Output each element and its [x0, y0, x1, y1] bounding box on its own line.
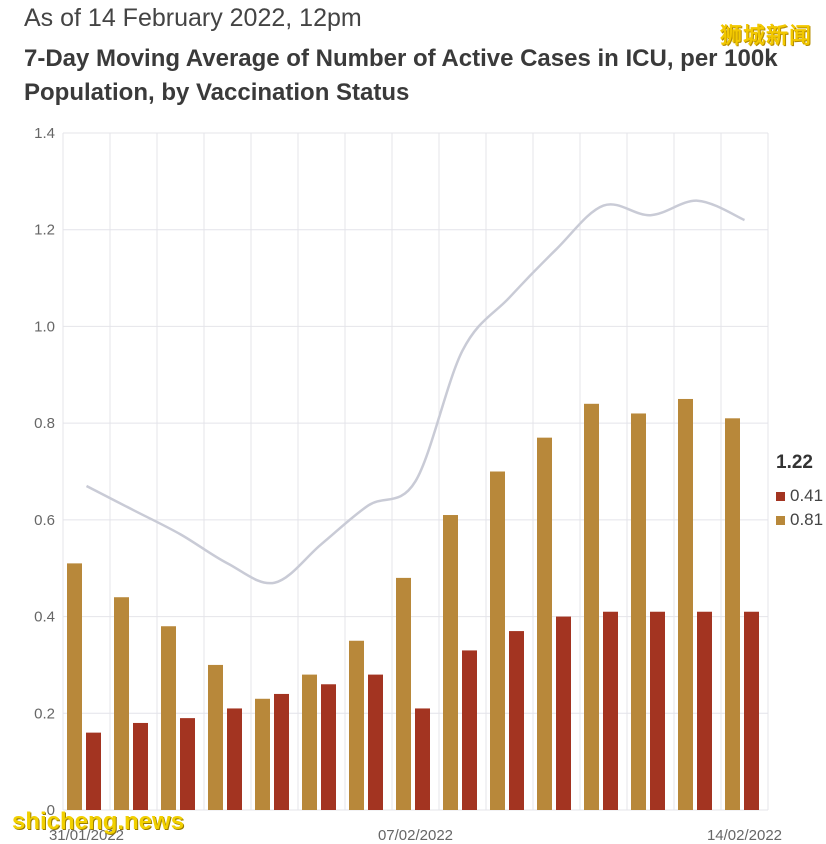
x-tick-label: 07/02/2022 — [378, 827, 453, 844]
chart-subtitle: As of 14 February 2022, 12pm — [24, 4, 362, 32]
bar-red-12 — [650, 611, 665, 810]
bar-red-14 — [744, 611, 759, 810]
bar-gold-0 — [67, 563, 82, 810]
bar-gold-7 — [396, 577, 411, 810]
y-tick-label: 1.0 — [34, 318, 55, 335]
legend-swatch-red — [776, 491, 785, 501]
x-tick-label: 31/01/2022 — [49, 827, 124, 844]
y-tick-label: 0.8 — [34, 415, 55, 432]
bar-red-6 — [368, 674, 383, 810]
legend-item-red: 0.41 — [776, 484, 823, 508]
y-tick-label: 0.4 — [34, 609, 55, 626]
bar-gold-12 — [631, 413, 646, 810]
watermark-top: 狮城新闻 — [719, 23, 812, 48]
bar-red-9 — [509, 631, 524, 810]
y-tick-label: 0.2 — [34, 705, 55, 722]
y-tick-label: 0 — [47, 802, 55, 819]
bar-red-8 — [462, 650, 477, 810]
legend-swatch-gold — [776, 515, 785, 525]
bar-red-4 — [274, 693, 289, 810]
watermark-bottom: shicheng.news — [12, 808, 185, 835]
bar-gold-1 — [114, 597, 129, 810]
bar-gold-6 — [349, 640, 364, 810]
x-tick-label: 14/02/2022 — [707, 827, 782, 844]
bar-gold-10 — [537, 437, 552, 810]
legend-item-gold: 0.81 — [776, 508, 823, 532]
bar-gold-8 — [443, 515, 458, 810]
y-tick-label: 1.4 — [34, 125, 55, 142]
bar-red-3 — [227, 708, 242, 810]
bar-red-13 — [697, 611, 712, 810]
legend: 1.22 0.41 0.81 — [776, 452, 823, 532]
bar-gold-13 — [678, 398, 693, 810]
bar-gold-5 — [302, 674, 317, 810]
bar-red-10 — [556, 616, 571, 810]
bar-red-7 — [415, 708, 430, 810]
bar-red-1 — [133, 722, 148, 810]
bar-gold-14 — [725, 418, 740, 810]
legend-total: 1.22 — [776, 452, 813, 473]
bar-gold-9 — [490, 471, 505, 810]
legend-gold-value: 0.81 — [790, 510, 824, 529]
bar-red-11 — [603, 611, 618, 810]
y-tick-label: 0.6 — [34, 512, 55, 529]
bar-red-0 — [86, 732, 101, 810]
bar-red-2 — [180, 718, 195, 810]
bar-gold-11 — [584, 403, 599, 810]
y-tick-label: 1.2 — [34, 222, 55, 239]
bar-gold-3 — [208, 664, 223, 810]
legend-red-value: 0.41 — [790, 486, 824, 505]
bar-gold-4 — [255, 698, 270, 810]
line-total — [85, 199, 746, 585]
bar-red-5 — [321, 684, 336, 810]
chart-title: 7-Day Moving Average of Number of Active… — [24, 45, 778, 106]
bar-gold-2 — [161, 626, 176, 810]
